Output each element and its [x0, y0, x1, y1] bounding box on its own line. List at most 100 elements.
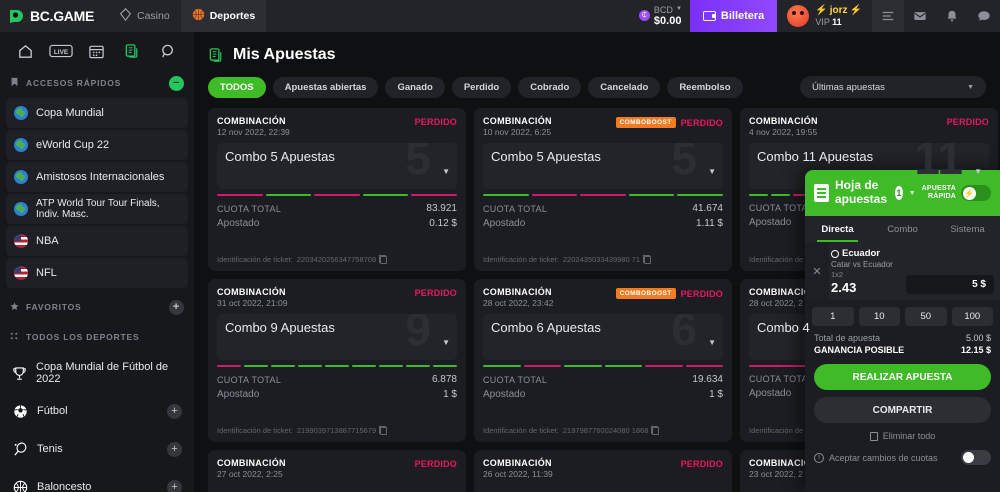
bet-card[interactable]: COMBINACIÓN 31 oct 2022, 21:09 PERDIDO 9…	[208, 279, 466, 442]
usa-flag-icon	[14, 234, 28, 248]
all-sports-title: TODOS LOS DEPORTES	[26, 332, 140, 342]
quick-bet-label-line2: RÁPIDA	[927, 193, 956, 200]
expand-caret-icon[interactable]: ▼	[442, 338, 450, 347]
status-badge: PERDIDO	[680, 459, 723, 469]
quick-item-amistosos-internacionales[interactable]: Amistosos Internacionales	[6, 162, 188, 192]
quick-access-toggle[interactable]: −	[169, 75, 184, 91]
betslip-summary: Total de apuesta 5.00 $ GANANCIA POSIBLE…	[805, 326, 1000, 355]
bet-card-name: Combo 4	[757, 320, 810, 335]
betslip-tab-combo[interactable]: Combo	[887, 223, 918, 235]
staked-label: Apostado	[217, 218, 260, 229]
stake-input[interactable]: 5 $	[906, 275, 994, 294]
betslip-tabs: Directa Combo Sistema	[805, 216, 1000, 242]
chat-icon[interactable]	[968, 0, 1000, 32]
bet-card-kind: COMBINACIÓN	[749, 458, 818, 468]
filter-chip-ganado[interactable]: Ganado	[385, 76, 445, 98]
bet-card[interactable]: COMBINACIÓN 10 nov 2022, 6:25 COMBOBOOST…	[474, 108, 732, 271]
expand-caret-icon[interactable]: ▼	[708, 167, 716, 176]
betslip-tab-directa[interactable]: Directa	[805, 216, 870, 242]
quick-item-nfl[interactable]: NFL	[6, 258, 188, 288]
sidebar-sport-label: Copa Mundial de Fútbol de 2022	[36, 361, 169, 385]
bet-card[interactable]: COMBINACIÓN 12 nov 2022, 22:39 PERDIDO 5…	[208, 108, 466, 271]
top-nav-casino[interactable]: Casino	[108, 0, 181, 32]
quick-bet-toggle-group[interactable]: APUESTA RÁPIDA	[922, 185, 991, 201]
sidebar: LIVE ACCESOS RÁPIDOS − Copa Mundial	[0, 32, 194, 492]
bolt-left-icon: ⚡	[815, 4, 828, 16]
bookmark-icon	[10, 77, 19, 89]
share-button[interactable]: COMPARTIR	[814, 397, 991, 423]
mail-icon[interactable]	[904, 0, 936, 32]
quick-item-copa-mundial[interactable]: Copa Mundial	[6, 98, 188, 128]
filter-chip-perdido[interactable]: Perdido	[451, 76, 512, 98]
quick-amount-100[interactable]: 100	[951, 307, 993, 326]
total-odds-row: CUOTA TOTAL 41.674	[483, 203, 723, 214]
staked-row: Apostado	[749, 217, 989, 228]
copy-icon[interactable]	[642, 254, 652, 264]
copy-icon[interactable]	[650, 425, 660, 435]
bet-card-date: 10 nov 2022, 6:25	[483, 127, 552, 137]
betslip-tab-sistema[interactable]: Sistema	[950, 223, 985, 235]
sort-dropdown[interactable]: Últimas apuestas ▼	[800, 76, 986, 98]
currency-code: BCD ▼	[654, 5, 682, 15]
chevron-down-icon[interactable]: ▼	[908, 189, 916, 197]
calendar-icon[interactable]	[84, 38, 110, 64]
quick-item-atp-world-tour-finals[interactable]: ATP World Tour Tour Finals, Indiv. Masc.	[6, 194, 188, 224]
expand-caret-icon[interactable]: ▼	[974, 167, 982, 176]
sidebar-sport-futbol[interactable]: Fútbol +	[0, 396, 194, 426]
search-icon[interactable]	[155, 38, 181, 64]
filter-chip-todos[interactable]: TODOS	[208, 76, 266, 98]
username: ⚡ jorz ⚡	[815, 5, 862, 17]
filter-chip-cobrado[interactable]: Cobrado	[518, 76, 582, 98]
quick-bet-switch[interactable]	[961, 185, 991, 201]
bet-card[interactable]: COMBINACIÓN 26 oct 2022, 11:39 PERDIDO	[474, 450, 732, 492]
quick-amount-buttons: 1 10 50 100	[805, 300, 1000, 326]
quick-amount-1[interactable]: 1	[812, 307, 854, 326]
sidebar-sport-add-button[interactable]: +	[167, 479, 182, 492]
home-icon[interactable]	[13, 38, 39, 64]
total-odds-value: 19.634	[692, 374, 723, 385]
filter-chip-apuestas-abiertas[interactable]: Apuestas abiertas	[272, 76, 379, 98]
user-lines: ⚡ jorz ⚡ VIP 11	[815, 5, 862, 28]
bet-card[interactable]: COMBINACIÓN 28 oct 2022, 23:42 COMBOBOOS…	[474, 279, 732, 442]
betslip-selection-match: Catar vs Ecuador	[831, 260, 893, 269]
accept-odds-switch[interactable]	[961, 450, 991, 465]
bet-card-header: COMBINACIÓN 10 nov 2022, 6:25 COMBOBOOST…	[483, 116, 723, 137]
sidebar-sport-tenis[interactable]: Tenis +	[0, 434, 194, 464]
place-bet-button[interactable]: REALIZAR APUESTA	[814, 364, 991, 390]
copy-icon[interactable]	[378, 425, 388, 435]
quick-item-eworld-cup-22[interactable]: eWorld Cup 22	[6, 130, 188, 160]
sidebar-sport-copa-mundial-2022[interactable]: Copa Mundial de Fútbol de 2022	[0, 358, 194, 388]
favorites-add-button[interactable]: +	[169, 299, 184, 315]
bets-icon[interactable]	[120, 38, 146, 64]
quick-amount-50[interactable]: 50	[905, 307, 947, 326]
wallet-button[interactable]: Billetera	[689, 0, 778, 32]
sidebar-sport-baloncesto[interactable]: Baloncesto +	[0, 472, 194, 492]
total-odds-row: CUOTA TOTAL	[749, 203, 989, 213]
bet-card-date: 23 oct 2022, 2	[749, 469, 803, 479]
possible-win-row: GANANCIA POSIBLE 12.15 $	[814, 345, 991, 355]
total-odds-row: CUOTA TOTAL 6.878	[217, 374, 457, 385]
filter-chip-cancelado[interactable]: Cancelado	[588, 76, 661, 98]
list-icon[interactable]	[872, 0, 904, 32]
currency-amount: $0.00	[653, 14, 682, 27]
live-icon[interactable]: LIVE	[48, 38, 74, 64]
sidebar-sport-add-button[interactable]: +	[167, 403, 182, 419]
delete-all-button[interactable]: Eliminar todo	[805, 431, 1000, 441]
bet-card[interactable]: COMBINACIÓN 27 oct 2022, 2:25 PERDIDO	[208, 450, 466, 492]
remove-selection-button[interactable]: ✕	[805, 242, 829, 300]
brand-logo[interactable]: BC.GAME	[0, 8, 108, 25]
bet-card-name: Combo 5 Apuestas	[491, 149, 601, 164]
sidebar-sport-add-button[interactable]: +	[167, 441, 182, 457]
copy-icon[interactable]	[378, 254, 388, 264]
quick-item-nba[interactable]: NBA	[6, 226, 188, 256]
quick-amount-10[interactable]: 10	[858, 307, 900, 326]
expand-caret-icon[interactable]: ▼	[708, 338, 716, 347]
currency-selector[interactable]: ₵ BCD ▼ $0.00	[631, 5, 690, 28]
top-nav-deportes[interactable]: Deportes	[180, 0, 267, 32]
bell-icon[interactable]	[936, 0, 968, 32]
ticket-id-label: Identificación de ticket:	[217, 255, 293, 264]
filter-chip-reembolso[interactable]: Reembolso	[667, 76, 743, 98]
expand-caret-icon[interactable]: ▼	[442, 167, 450, 176]
bet-card-name: Combo 6 Apuestas	[491, 320, 601, 335]
user-profile[interactable]: ⚡ jorz ⚡ VIP 11	[777, 5, 872, 28]
